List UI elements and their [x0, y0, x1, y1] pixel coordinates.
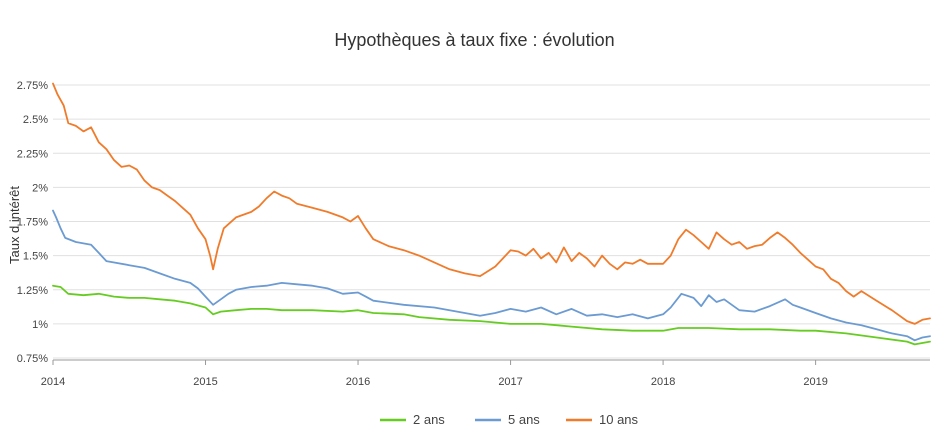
y-tick-label: 0.75%: [17, 353, 48, 365]
series-line-10-ans: [52, 82, 931, 325]
x-tick-label: 2019: [803, 376, 827, 388]
y-tick-label: 1.5%: [23, 251, 48, 263]
legend-item-2-ans[interactable]: 2 ans: [380, 412, 445, 427]
y-axis: 0.75% 1% 1.25% 1.5% 1.75% 2% 2.25% 2.5% 2.75%: [17, 80, 48, 365]
x-tick-label: 2015: [193, 376, 217, 388]
y-axis-title: Taux d intérêt: [7, 186, 22, 264]
y-tick-label: 1.25%: [17, 285, 48, 297]
legend-item-5-ans[interactable]: 5 ans: [475, 412, 540, 427]
legend-label: 10 ans: [599, 412, 639, 427]
y-tick-label: 2%: [32, 182, 48, 194]
legend-label: 5 ans: [508, 412, 540, 427]
x-tick-label: 2016: [346, 376, 370, 388]
y-tick-label: 2.5%: [23, 114, 48, 126]
x-tick-label: 2018: [651, 376, 675, 388]
chart-title: Hypothèques à taux fixe : évolution: [334, 30, 615, 50]
grid-lines: [53, 84, 930, 359]
legend[interactable]: 2 ans 5 ans 10 ans: [380, 412, 639, 427]
series-line-5-ans: [52, 209, 931, 342]
x-tick-label: 2014: [41, 376, 65, 388]
y-tick-label: 1%: [32, 319, 48, 331]
x-axis: 2014 2015 2016 2017 2018 2019: [41, 359, 930, 388]
legend-label: 2 ans: [413, 412, 445, 427]
series-lines: [52, 82, 931, 346]
legend-item-10-ans[interactable]: 10 ans: [566, 412, 639, 427]
y-tick-label: 2.75%: [17, 80, 48, 92]
series-line-2-ans: [52, 284, 931, 346]
y-tick-label: 2.25%: [17, 148, 48, 160]
x-tick-label: 2017: [498, 376, 522, 388]
y-tick-label: 1.75%: [17, 217, 48, 229]
